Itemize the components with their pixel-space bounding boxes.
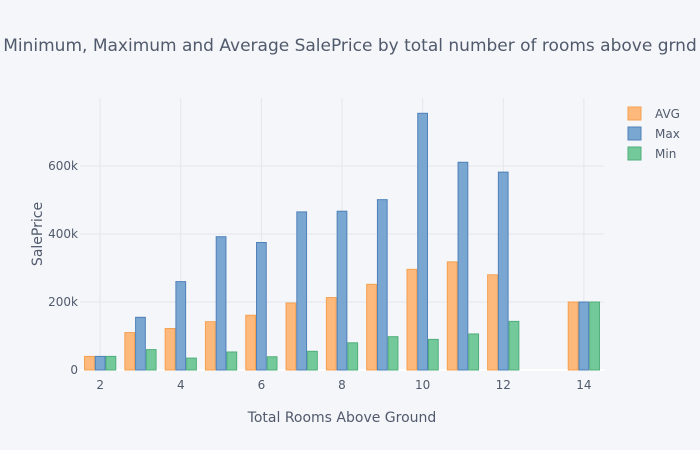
y-tick-label: 200k [48,295,78,309]
bar-max-14[interactable] [578,301,590,371]
y-axis-ticks: 0 200k 400k 600k [48,159,78,377]
x-tick-label: 14 [576,378,591,392]
y-tick-label: 400k [48,227,78,241]
bar-max-9[interactable] [376,199,388,371]
bar-max-5[interactable] [215,236,227,371]
bar-max-4[interactable] [175,281,187,371]
y-tick-label: 0 [70,363,78,377]
bar-max-2[interactable] [94,355,106,371]
bar-max-10[interactable] [417,112,428,371]
bar-max-11[interactable] [457,161,469,371]
legend-swatch [627,126,642,141]
bar-min-14[interactable] [589,301,600,371]
bar-min-2[interactable] [105,355,117,371]
bar-min-6[interactable] [266,356,278,371]
bar-min-9[interactable] [387,336,399,371]
bar-min-11[interactable] [468,333,480,371]
bar-max-3[interactable] [135,316,146,371]
bar-max-7[interactable] [296,211,308,371]
legend-item-min[interactable]: Min [627,146,676,161]
legend-item-avg[interactable]: AVG [627,106,680,121]
x-tick-label: 12 [496,378,511,392]
bar-min-4[interactable] [186,357,197,371]
bar-avg-8[interactable] [325,297,337,371]
legend-label: Min [655,147,676,161]
x-axis-ticks: 2 4 6 8 10 12 14 [96,378,591,392]
legend-label: AVG [655,107,680,121]
x-axis-title: Total Rooms Above Ground [247,410,437,426]
bar-min-3[interactable] [145,349,157,371]
bar-max-6[interactable] [256,242,267,371]
bar-min-5[interactable] [226,351,238,371]
x-tick-label: 10 [415,378,430,392]
x-tick-label: 8 [338,378,346,392]
bar-min-7[interactable] [307,350,318,371]
bar-min-10[interactable] [427,338,439,371]
bar-avg-3[interactable] [124,332,136,371]
bar-avg-14[interactable] [567,301,579,371]
bar-max-8[interactable] [336,210,348,371]
legend-item-max[interactable]: Max [627,126,680,141]
bars [84,112,600,371]
bar-avg-2[interactable] [84,355,95,371]
bar-max-12[interactable] [497,171,509,371]
bar-avg-10[interactable] [406,268,418,371]
bar-min-8[interactable] [347,342,359,371]
bar-avg-12[interactable] [487,274,498,371]
bar-avg-9[interactable] [366,283,377,371]
x-tick-label: 6 [258,378,266,392]
y-axis-title: SalePrice [30,202,46,266]
legend-label: Max [655,127,680,141]
bar-avg-7[interactable] [285,302,297,371]
x-tick-label: 4 [177,378,185,392]
bar-min-12[interactable] [508,320,520,371]
bar-avg-4[interactable] [164,328,176,371]
legend-swatch [627,106,642,121]
x-tick-label: 2 [96,378,104,392]
bar-avg-11[interactable] [446,261,458,371]
bar-avg-5[interactable] [204,321,216,371]
y-tick-label: 600k [48,159,78,173]
legend[interactable]: AVG Max Min [627,106,680,161]
legend-swatch [627,146,642,161]
bar-avg-6[interactable] [245,314,257,371]
chart-title: Minimum, Maximum and Average SalePrice b… [3,36,697,56]
